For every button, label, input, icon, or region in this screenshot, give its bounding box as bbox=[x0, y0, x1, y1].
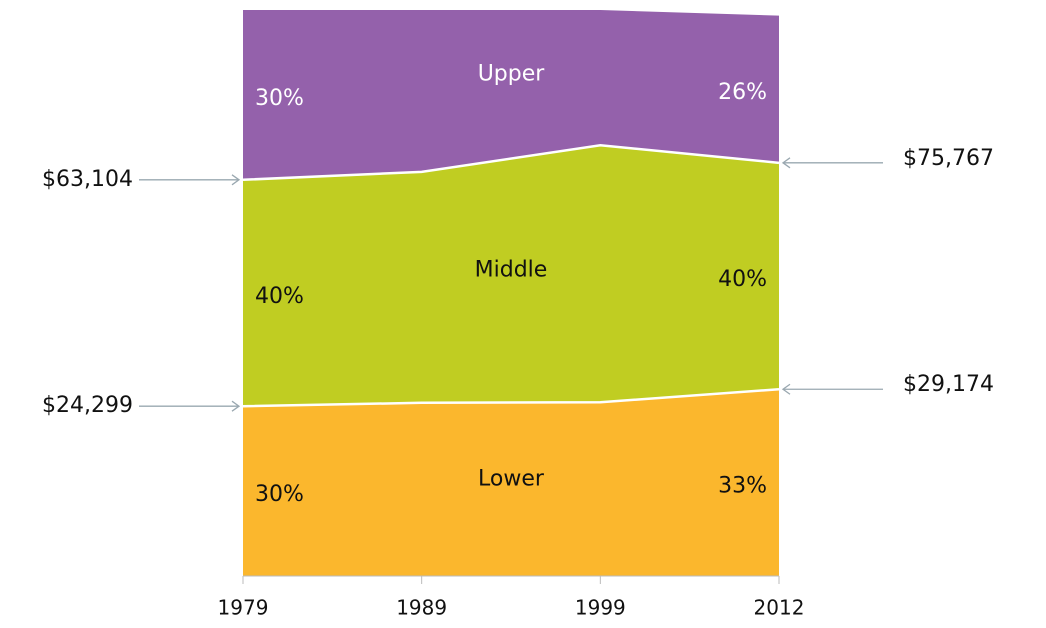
area bbox=[243, 389, 779, 576]
value-label: 40% bbox=[718, 267, 767, 292]
annotation: $24,299 bbox=[42, 393, 133, 418]
x-tick-label: 2012 bbox=[754, 596, 805, 620]
value-label: 33% bbox=[718, 474, 767, 499]
arrow-head bbox=[231, 400, 241, 412]
annotation: $75,767 bbox=[903, 146, 994, 171]
annotation: $63,104 bbox=[42, 167, 133, 192]
x-tick-label: 1999 bbox=[575, 596, 626, 620]
annotation: $29,174 bbox=[903, 372, 994, 397]
series-label: Lower bbox=[478, 466, 545, 491]
arrow-head bbox=[231, 174, 241, 186]
arrow-head bbox=[781, 157, 791, 169]
value-label: 26% bbox=[718, 80, 767, 105]
area bbox=[243, 145, 779, 407]
series-label: Middle bbox=[475, 258, 548, 283]
value-label: 30% bbox=[255, 86, 304, 111]
value-label: 30% bbox=[255, 482, 304, 507]
series-label: Upper bbox=[478, 61, 546, 86]
x-tick-label: 1979 bbox=[218, 596, 269, 620]
arrow-head bbox=[781, 383, 791, 395]
area bbox=[243, 10, 779, 180]
boundary-line bbox=[242, 387, 780, 408]
boundary-line bbox=[242, 144, 780, 182]
value-label: 40% bbox=[255, 284, 304, 309]
x-tick-label: 1989 bbox=[396, 596, 447, 620]
